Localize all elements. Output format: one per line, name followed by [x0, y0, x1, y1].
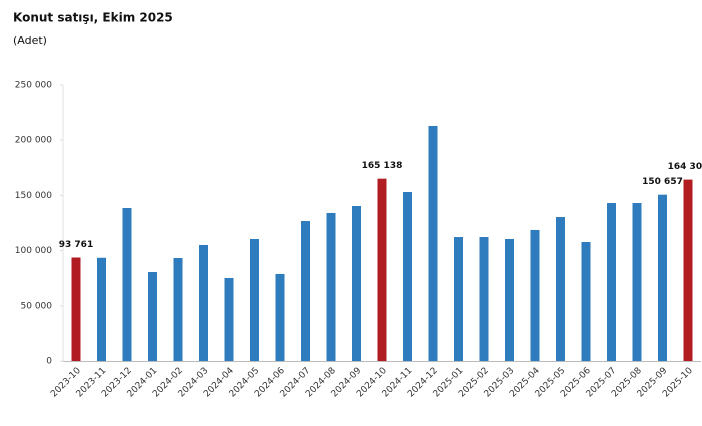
bar [199, 244, 208, 361]
bar [301, 221, 310, 361]
value-label: 93 761 [59, 240, 93, 250]
bar [607, 203, 616, 361]
bar [71, 257, 81, 361]
chart-subtitle: (Adet) [13, 34, 47, 47]
y-tick-label: 150 000 [15, 191, 52, 201]
bar [377, 178, 387, 361]
value-label: 150 657 [642, 177, 683, 187]
y-tick-label: 200 000 [15, 136, 52, 146]
chart-title: Konut satışı, Ekim 2025 [13, 11, 173, 25]
bar [454, 237, 463, 361]
bar [479, 237, 489, 361]
bar [403, 191, 412, 361]
bar [658, 194, 667, 361]
bar [530, 229, 540, 361]
bar [173, 257, 183, 361]
bar [275, 274, 285, 361]
bar [556, 217, 565, 361]
y-tick-label: 250 000 [15, 81, 52, 91]
bar [97, 257, 106, 361]
bar [224, 277, 234, 361]
y-tick-label: 100 000 [15, 246, 52, 256]
bar [122, 207, 132, 361]
y-tick-label: 50 000 [21, 301, 53, 311]
bar [428, 125, 438, 361]
value-label: 165 138 [362, 161, 403, 171]
bar [352, 205, 361, 361]
bar [683, 179, 693, 361]
bar [250, 239, 259, 361]
y-tick-label: 0 [46, 357, 52, 367]
bar [581, 241, 591, 361]
value-label: 164 306 [668, 162, 702, 172]
bar [632, 203, 642, 361]
bar [326, 212, 336, 361]
bar [148, 272, 157, 361]
bar [505, 239, 514, 361]
